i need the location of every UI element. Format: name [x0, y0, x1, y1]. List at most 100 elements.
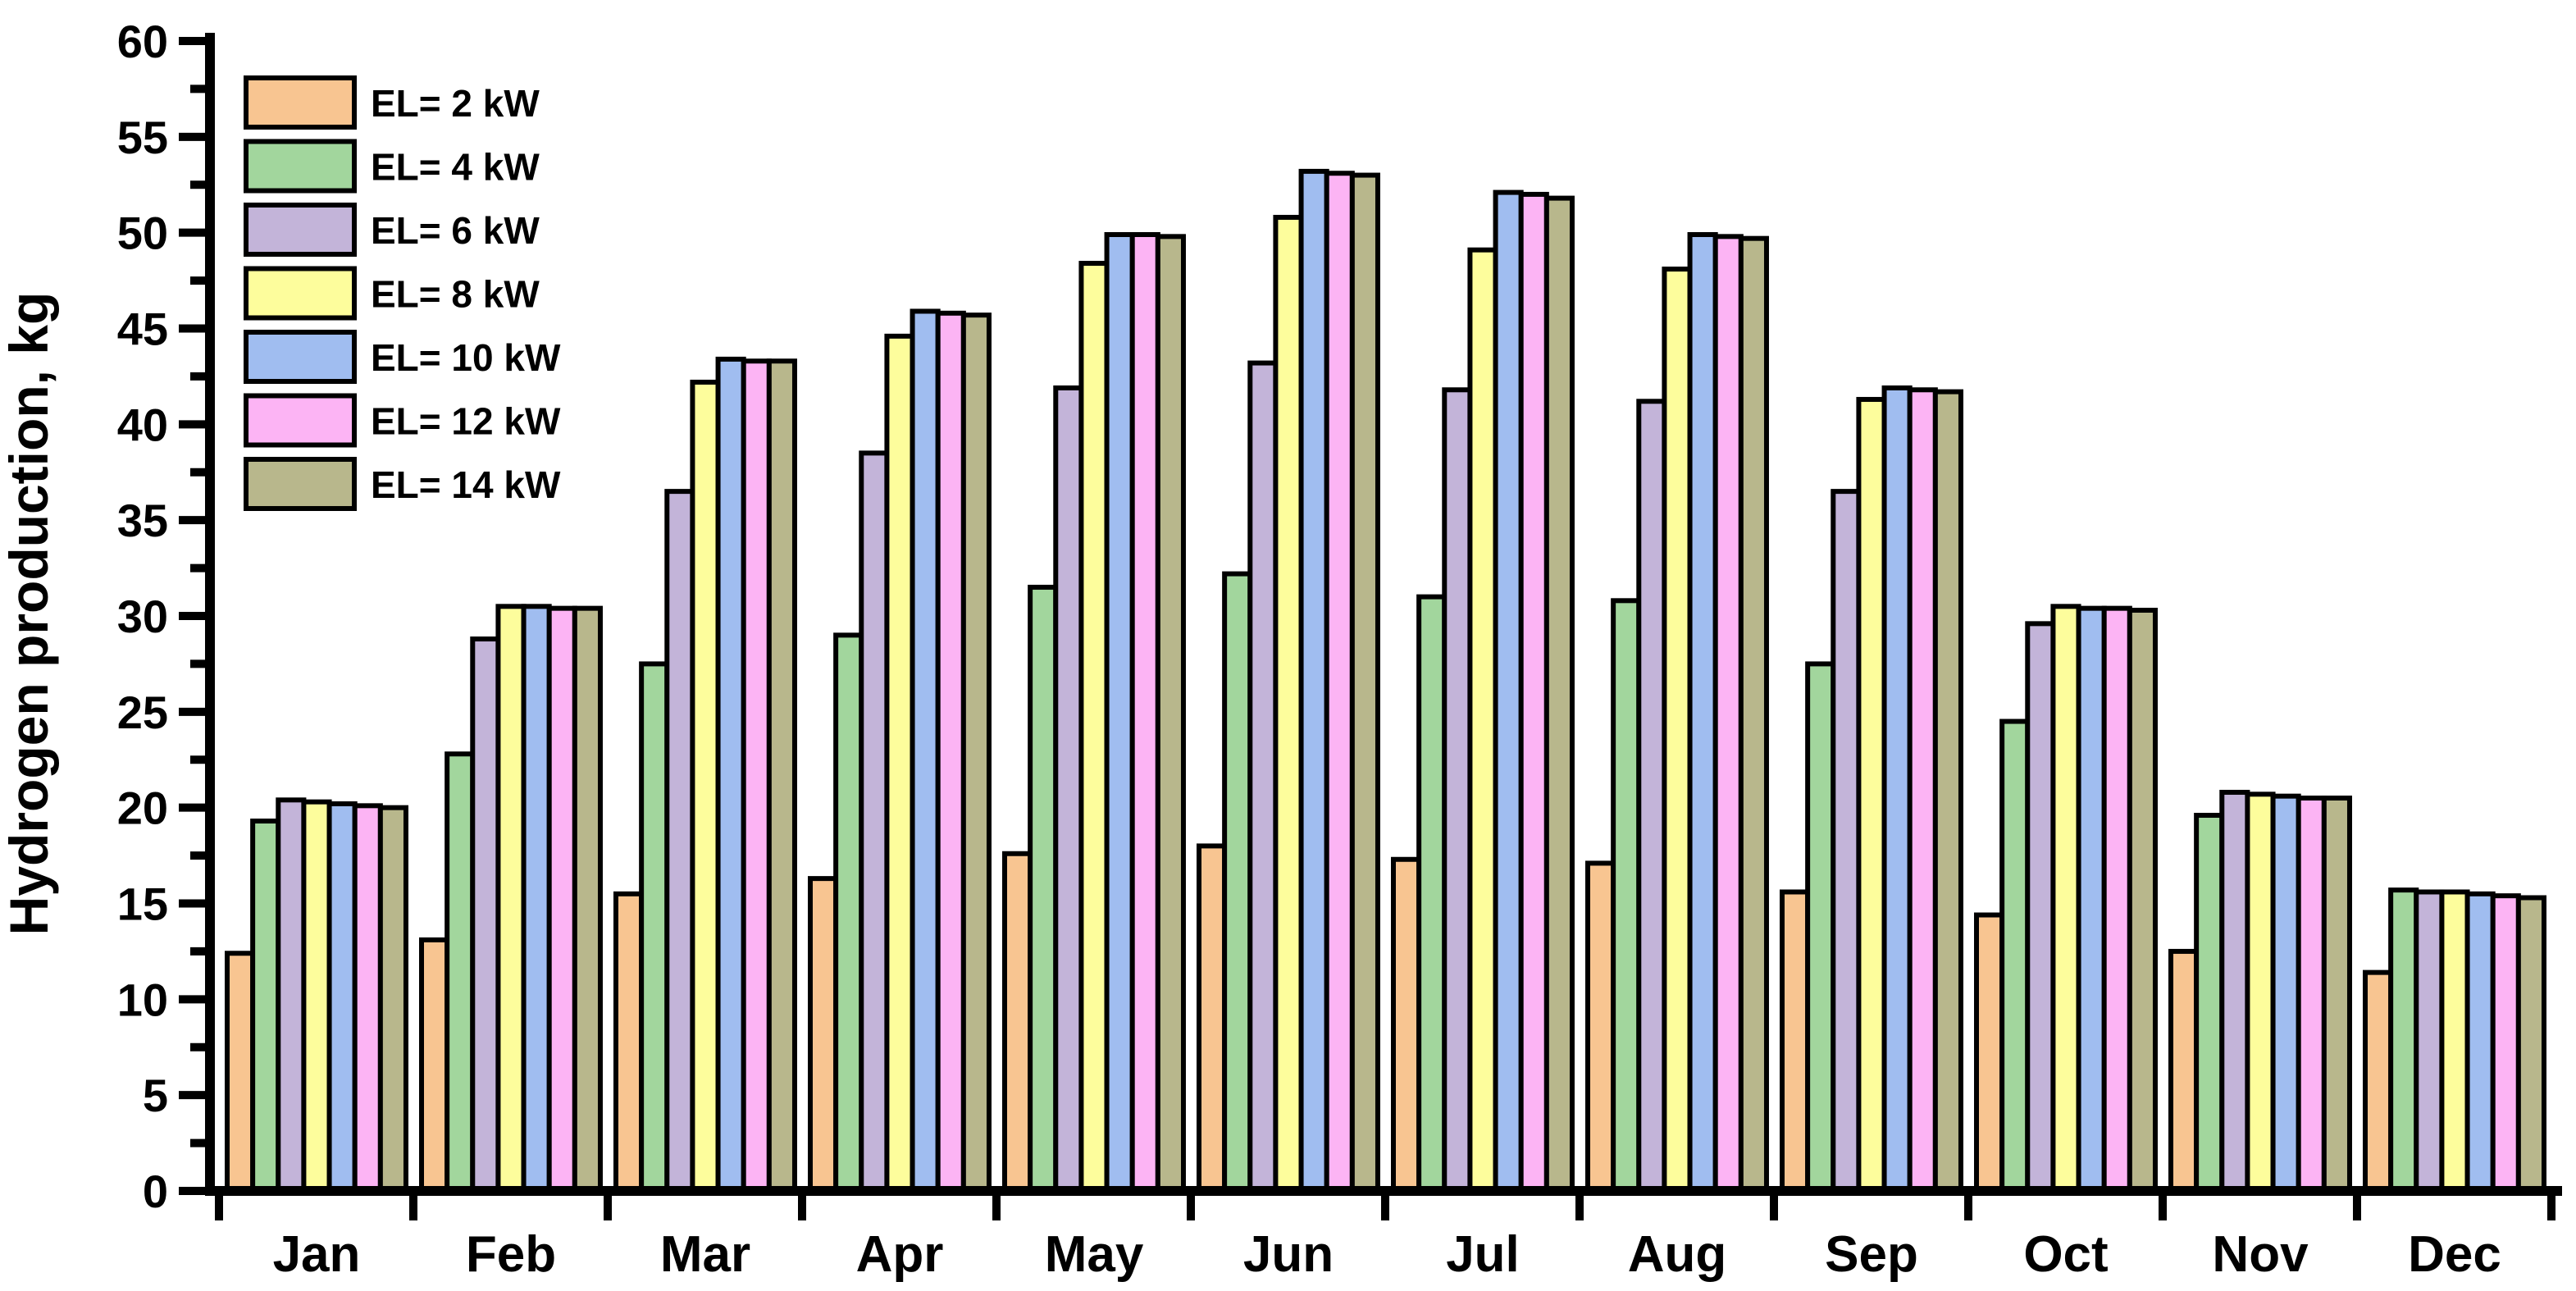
- bar: [664, 489, 695, 1193]
- bar: [1687, 232, 1718, 1193]
- bar: [2296, 795, 2327, 1193]
- bar: [766, 358, 797, 1194]
- labels-layer: 0 5 10 15 20 25 30 35 40 45 50 55 60 Jan Feb Mar Apr May J…: [117, 16, 2501, 1283]
- x-tick-label: Apr: [856, 1226, 944, 1283]
- bar: [1324, 171, 1355, 1194]
- bar: [521, 604, 552, 1193]
- y-tick-label: 15: [117, 878, 168, 929]
- bar: [613, 891, 645, 1193]
- legend-swatch: [244, 457, 357, 511]
- bar: [808, 876, 839, 1193]
- bar: [2270, 793, 2301, 1194]
- bar: [2388, 887, 2419, 1193]
- bar: [833, 632, 864, 1193]
- y-tick-label: 35: [117, 495, 168, 546]
- legend-swatch: [244, 393, 357, 448]
- bar: [572, 605, 603, 1193]
- legend-label: EL= 14 kW: [371, 463, 561, 506]
- bar: [1831, 489, 1862, 1193]
- y-tick-label: 5: [143, 1070, 168, 1121]
- bar: [1078, 261, 1110, 1193]
- bar: [884, 333, 915, 1194]
- y-tick-label: 25: [117, 687, 168, 738]
- bar: [1493, 189, 1524, 1194]
- bar: [352, 803, 383, 1194]
- bar: [1907, 387, 1938, 1193]
- bar: [250, 819, 281, 1194]
- bar: [2515, 895, 2546, 1193]
- axes-layer: [179, 33, 2562, 1220]
- bar: [2194, 813, 2225, 1193]
- legend-label: EL= 2 kW: [371, 82, 540, 125]
- bar: [2101, 605, 2132, 1193]
- legend-label: EL= 8 kW: [371, 273, 540, 316]
- bar: [1442, 387, 1473, 1193]
- bar: [1002, 851, 1033, 1193]
- bar: [1662, 267, 1693, 1193]
- bar: [1932, 389, 1963, 1193]
- bar: [445, 751, 476, 1193]
- y-tick-label: 40: [117, 399, 168, 450]
- bar: [715, 356, 746, 1193]
- y-axis-title: Hydrogen production, kg: [0, 292, 59, 936]
- legend-swatch: [244, 75, 357, 130]
- bar: [1129, 232, 1160, 1193]
- bar: [1856, 396, 1887, 1193]
- bar: [1298, 168, 1329, 1193]
- x-tick-label: Jul: [1446, 1226, 1520, 1283]
- bar: [1518, 191, 1549, 1193]
- bar: [1780, 889, 1811, 1193]
- bar: [1028, 584, 1059, 1193]
- bar: [1585, 860, 1616, 1194]
- bar: [2363, 969, 2394, 1193]
- bar: [225, 951, 256, 1193]
- x-tick-label: Jun: [1243, 1226, 1334, 1283]
- legend-swatch: [244, 330, 357, 384]
- bar: [1222, 571, 1253, 1193]
- bars-layer: [225, 168, 2546, 1194]
- bar: [1999, 718, 2031, 1193]
- legend-label: EL= 4 kW: [371, 146, 540, 189]
- bar: [639, 661, 670, 1193]
- bar: [2050, 604, 2081, 1193]
- bar: [2321, 795, 2352, 1193]
- bar: [1636, 399, 1667, 1194]
- bar: [2490, 893, 2521, 1194]
- bar: [2127, 607, 2158, 1193]
- bar: [276, 797, 307, 1193]
- bar: [935, 310, 966, 1193]
- bar: [2439, 889, 2470, 1193]
- bar: [960, 312, 992, 1193]
- bar: [326, 801, 358, 1193]
- bar: [1712, 234, 1744, 1194]
- legend-swatch: [244, 139, 357, 194]
- bar: [2025, 621, 2056, 1193]
- x-tick-label: Mar: [660, 1226, 750, 1283]
- bar: [1053, 385, 1084, 1193]
- y-tick-label: 50: [117, 208, 168, 259]
- bar: [2414, 889, 2445, 1193]
- x-tick-label: Dec: [2408, 1226, 2501, 1283]
- bar: [546, 605, 577, 1193]
- bar: [2464, 891, 2496, 1193]
- y-tick-label: 10: [117, 974, 168, 1025]
- legend-swatch: [244, 266, 357, 321]
- y-tick-label: 60: [117, 16, 168, 67]
- y-tick-label: 45: [117, 303, 168, 354]
- x-tick-label: May: [1045, 1226, 1144, 1283]
- bar: [1543, 195, 1575, 1194]
- bar: [1391, 856, 1422, 1193]
- bar: [1467, 247, 1498, 1194]
- bar: [741, 358, 772, 1194]
- bar: [1197, 843, 1228, 1194]
- bar: [1273, 214, 1304, 1194]
- bar: [910, 308, 941, 1194]
- bar: [859, 450, 890, 1193]
- legend-label: EL= 12 kW: [371, 400, 561, 443]
- legend-label: EL= 6 kW: [371, 209, 540, 252]
- bar: [1805, 661, 1836, 1193]
- bar: [1416, 594, 1448, 1193]
- bar: [470, 636, 501, 1193]
